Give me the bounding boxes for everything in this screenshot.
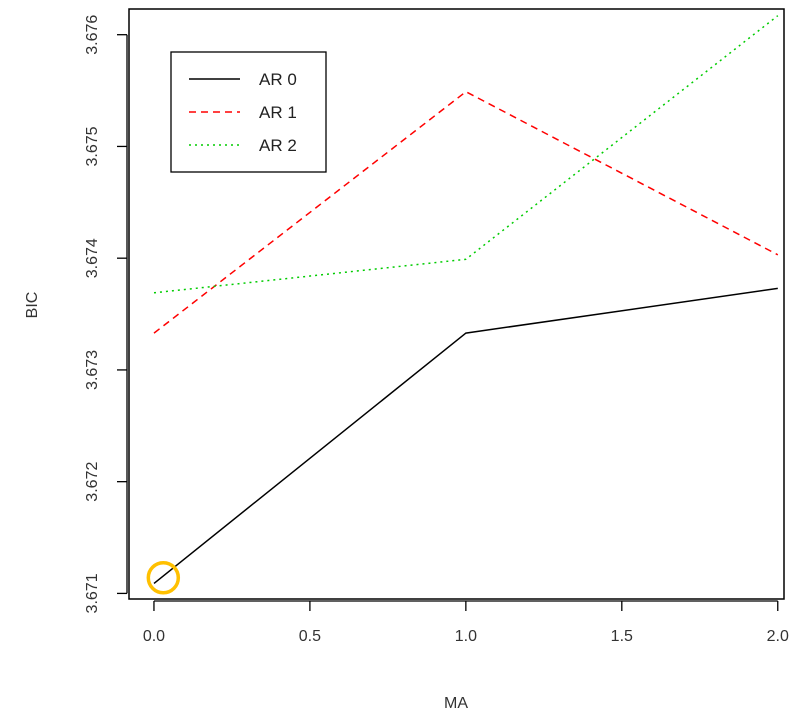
legend-label-ar-1: AR 1 xyxy=(259,103,297,122)
y-axis-label: BIC xyxy=(24,292,41,319)
legend: AR 0 AR 1 AR 2 xyxy=(170,51,327,173)
series-line-ar-1 xyxy=(153,90,779,334)
series-line-ar-2 xyxy=(153,15,779,294)
y-tick-label: 3.674 xyxy=(84,238,101,278)
y-tick-label: 3.675 xyxy=(84,126,101,166)
legend-label-ar-0: AR 0 xyxy=(259,70,297,89)
y-tick-label: 3.671 xyxy=(84,573,101,613)
series-line-ar-0 xyxy=(153,287,778,584)
x-tick-label: 2.0 xyxy=(767,628,789,645)
x-tick-label: 1.5 xyxy=(611,628,633,645)
highlight-circle xyxy=(146,561,181,595)
x-tick-label: 0.0 xyxy=(143,628,165,645)
x-axis: 0.0 0.5 1.0 1.5 2.0 xyxy=(143,600,789,645)
legend-box xyxy=(170,51,327,173)
series-layer xyxy=(153,15,779,584)
y-tick-label: 3.676 xyxy=(84,15,101,55)
y-tick-label: 3.672 xyxy=(84,462,101,502)
legend-label-ar-2: AR 2 xyxy=(259,136,297,155)
x-axis-label: MA xyxy=(444,695,468,712)
x-tick-label: 1.0 xyxy=(455,628,477,645)
plot-frame xyxy=(128,8,785,600)
annotation-layer xyxy=(146,561,181,595)
y-axis: 3.671 3.672 3.673 3.674 3.675 3.676 xyxy=(84,15,128,613)
y-tick-label: 3.673 xyxy=(84,350,101,390)
x-tick-label: 0.5 xyxy=(299,628,321,645)
